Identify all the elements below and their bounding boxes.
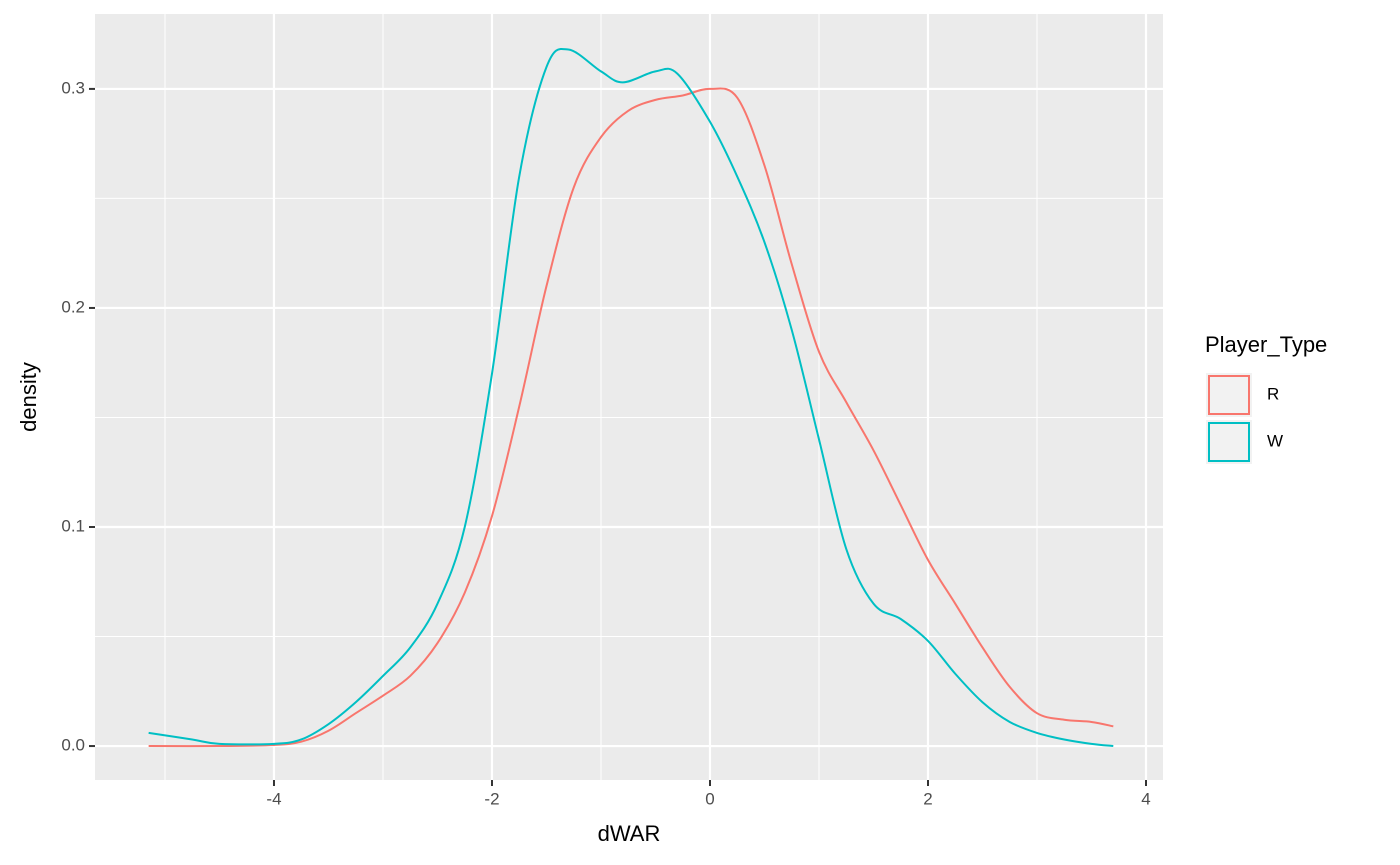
- y-tick-label: 0.2: [61, 297, 85, 316]
- legend-key: [1208, 422, 1250, 462]
- density-line: [148, 47, 1114, 748]
- y-tick-label: 0.1: [61, 516, 85, 535]
- panel-background: [95, 14, 1163, 780]
- grid: -4 -2 0 2 4 0.0 0.1 0.2 0.3: [61, 14, 1163, 808]
- legend-label: W: [1267, 431, 1283, 450]
- legend: RW: [1206, 373, 1283, 464]
- density-line: [148, 87, 1114, 748]
- y-tick-label: 0.0: [61, 736, 85, 755]
- legend-key-bg: [1206, 420, 1252, 464]
- x-tick-label: -2: [484, 789, 499, 808]
- legend-label: R: [1267, 384, 1279, 403]
- y-tick-label: 0.3: [61, 78, 85, 97]
- legend-key-bg: [1206, 373, 1252, 417]
- x-axis-label: dWAR: [598, 821, 661, 846]
- lines: [148, 47, 1114, 748]
- legend-key: [1208, 375, 1250, 415]
- x-tick-label: 4: [1141, 789, 1150, 808]
- x-tick-label: 2: [923, 789, 932, 808]
- legend-title: Player_Type: [1205, 332, 1327, 357]
- y-axis-label: density: [16, 362, 41, 432]
- x-tick-label: 0: [705, 789, 714, 808]
- x-tick-label: -4: [266, 789, 281, 808]
